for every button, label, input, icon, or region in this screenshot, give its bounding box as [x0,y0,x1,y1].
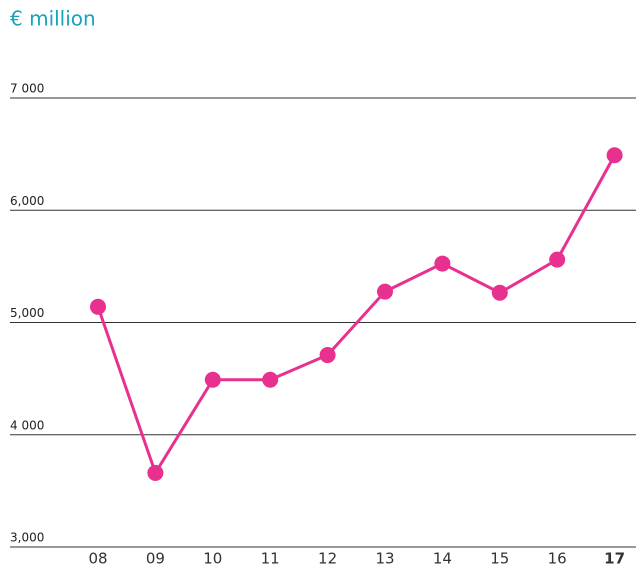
x-tick-label: 08 [88,550,107,567]
x-tick-label: 11 [261,550,280,567]
y-tick-label: 7 000 [10,82,44,96]
y-tick-label: 4 000 [10,418,44,432]
y-tick-label: 3,000 [10,531,44,545]
x-tick-label: 16 [548,550,567,567]
point [262,371,279,388]
x-tick-label: 09 [146,550,165,567]
x-tick-label: 10 [203,550,222,567]
point [549,251,566,268]
point [606,147,623,164]
point [204,371,221,388]
chart-subtitle: € million [10,7,96,31]
line [96,154,616,477]
y-tick-label: 6,000 [10,194,44,208]
x-tick-label: 17 [604,550,625,567]
point [319,347,336,364]
x-tick-label: 15 [490,550,509,567]
point [90,298,106,315]
point [147,464,164,481]
y-tick-label: 5,000 [10,306,44,320]
x-tick-label: 12 [318,550,337,567]
x-tick-label: 14 [433,550,452,567]
point [434,255,451,272]
x-tick-label: 13 [375,550,394,567]
point [491,284,508,301]
point [377,283,393,300]
